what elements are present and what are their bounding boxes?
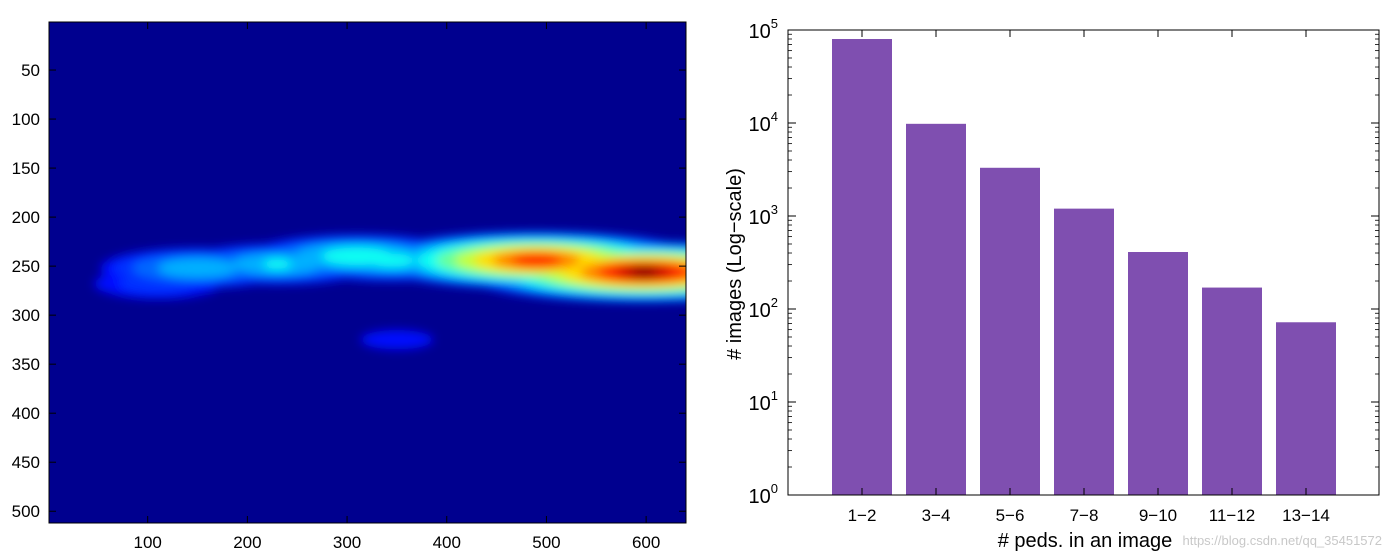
bar-y-axis-title: # images (Log−scale): [724, 168, 746, 360]
bar: [832, 39, 892, 495]
bar-y-axis: 100 101 102 103 104 105: [749, 16, 1379, 508]
heatmap-x-tick-label: 400: [433, 533, 461, 552]
heatmap-y-tick-label: 350: [12, 355, 40, 374]
heatmap-y-tick-label: 50: [21, 61, 40, 80]
heatmap-y-tick-label: 400: [12, 404, 40, 423]
bar-y-tick-label: 100: [749, 481, 778, 508]
bar: [906, 123, 966, 495]
bar-y-tick-label: 103: [749, 202, 778, 229]
bar-x-tick-label: 1−2: [848, 506, 877, 525]
bar-y-tick-label: 102: [749, 295, 778, 322]
heatmap-x-axis: 100 200 300 400 500 600: [134, 22, 660, 552]
heatmap-y-axis: 50 100 150 200 250 300 350 400 450 500: [12, 61, 686, 521]
bar-x-tick-label: 9−10: [1139, 506, 1177, 525]
heatmap-y-tick-label: 200: [12, 208, 40, 227]
bar: [1276, 322, 1336, 495]
bar-series: [832, 39, 1336, 495]
bar-x-axis-title: # peds. in an image: [998, 530, 1173, 552]
heatmap-y-tick-label: 100: [12, 110, 40, 129]
heatmap-cell: [630, 267, 659, 278]
bar-x-tick-label: 11−12: [1209, 506, 1255, 525]
heatmap-x-tick-label: 600: [632, 533, 660, 552]
heatmap-cell: [369, 253, 415, 267]
bar-y-tick-label: 101: [749, 388, 778, 415]
heatmap-frame: [48, 21, 687, 524]
heatmap-x-tick-label: 200: [233, 533, 261, 552]
bar-x-tick-label: 3−4: [922, 506, 951, 525]
bar-x-tick-label: 7−8: [1070, 506, 1099, 525]
bar-x-axis: 1−2 3−4 5−6 7−8 9−10 11−12 13−14: [848, 30, 1330, 525]
heatmap-cell: [263, 259, 292, 270]
bar-x-tick-label: 13−14: [1282, 506, 1330, 525]
bar-x-tick-label: 5−6: [996, 506, 1025, 525]
heatmap-density: [94, 231, 686, 350]
heatmap-y-tick-label: 500: [12, 502, 40, 521]
bar: [1202, 287, 1262, 495]
bar-y-tick-label: 104: [749, 109, 778, 136]
heatmap-cell: [157, 258, 238, 278]
heatmap-cell: [511, 253, 562, 267]
heatmap-y-tick-label: 150: [12, 159, 40, 178]
bar: [1054, 208, 1114, 495]
bar: [980, 167, 1040, 495]
heatmap-chart: 100 200 300 400 500 600 50 100 150 200 250 300 350 4…: [12, 21, 687, 552]
heatmap-y-tick-label: 300: [12, 306, 40, 325]
heatmap-cell: [360, 329, 434, 350]
bar: [1128, 252, 1188, 495]
heatmap-x-tick-label: 500: [532, 533, 560, 552]
heatmap-x-tick-label: 100: [134, 533, 162, 552]
heatmap-x-tick-label: 300: [333, 533, 361, 552]
bar-y-tick-label: 105: [749, 16, 778, 43]
heatmap-y-tick-label: 450: [12, 453, 40, 472]
bar-chart: 100 101 102 103 104 105 1−2 3−4 5−6 7−8 9−10 11−12…: [724, 16, 1380, 552]
heatmap-y-tick-label: 250: [12, 257, 40, 276]
watermark-text: https://blog.csdn.net/qq_35451572: [1183, 533, 1383, 548]
